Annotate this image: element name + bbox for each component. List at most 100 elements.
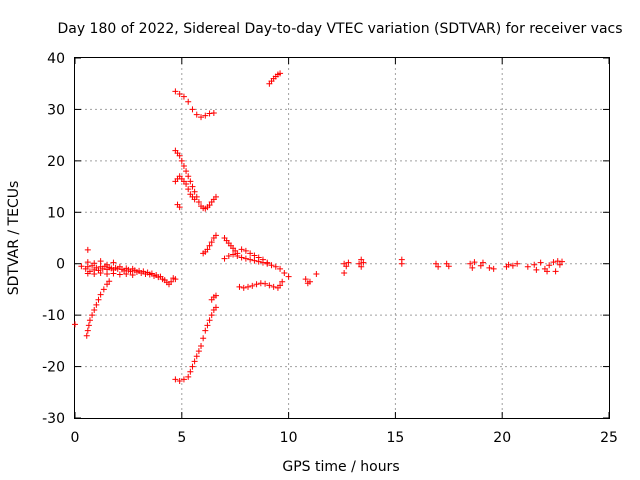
- data-point: [556, 261, 563, 268]
- data-point: [262, 280, 269, 287]
- x-tick-label: 20: [493, 430, 511, 446]
- data-point: [180, 376, 187, 383]
- data-point: [200, 335, 207, 342]
- data-point: [345, 259, 352, 266]
- data-point: [212, 232, 219, 239]
- data-point: [554, 258, 561, 265]
- data-point: [279, 278, 286, 285]
- data-point: [206, 202, 213, 209]
- series-rising-fragment: [200, 232, 219, 257]
- axis-ticks: 0 5 10 15 20 25 -30 -20 -10 0 10 20 30 40: [42, 51, 618, 446]
- data-point: [85, 322, 92, 329]
- data-point: [168, 278, 175, 285]
- data-point: [486, 264, 493, 271]
- data-point: [537, 259, 544, 266]
- plot-frame: [74, 57, 610, 419]
- data-point: [123, 271, 130, 277]
- series-upper-right-fragment: [266, 70, 284, 87]
- data-point: [212, 304, 219, 311]
- data-point: [247, 250, 254, 257]
- data-point: [509, 262, 516, 269]
- data-point: [552, 268, 559, 275]
- data-point: [195, 199, 202, 205]
- data-point: [172, 276, 179, 283]
- grid: [75, 58, 609, 418]
- data-point: [469, 264, 476, 271]
- data-point: [106, 278, 113, 285]
- data-point: [97, 291, 104, 298]
- data-point: [110, 270, 117, 277]
- data-point: [212, 193, 219, 200]
- data-point: [189, 106, 196, 113]
- data-point: [185, 373, 192, 380]
- data-point: [185, 173, 192, 180]
- data-point: [238, 254, 245, 261]
- data-point: [230, 251, 237, 258]
- data-point: [180, 163, 187, 169]
- data-point: [104, 271, 111, 277]
- data-point: [277, 70, 284, 77]
- data-point: [187, 368, 194, 375]
- series-post-7h-cluster: [221, 235, 292, 280]
- data-point: [559, 258, 566, 265]
- data-point: [266, 282, 273, 289]
- data-point: [490, 265, 497, 272]
- data-point: [180, 93, 187, 100]
- x-tick-label: 10: [280, 430, 298, 446]
- data-point: [208, 312, 215, 319]
- x-tick-label: 15: [386, 430, 404, 446]
- series-baseline-cluster-1: [78, 258, 179, 288]
- data-point: [302, 276, 309, 283]
- data-point: [204, 322, 211, 329]
- data-point: [100, 286, 107, 293]
- data-point: [176, 152, 183, 159]
- data-point: [285, 273, 292, 280]
- data-point: [191, 358, 198, 365]
- data-point: [202, 112, 209, 119]
- data-point: [270, 283, 277, 290]
- data-point: [546, 262, 553, 269]
- data-point: [104, 281, 111, 288]
- data-point: [183, 168, 190, 175]
- data-point: [255, 254, 262, 261]
- y-tick-label: 10: [47, 205, 65, 221]
- data-point: [172, 376, 179, 383]
- data-point: [95, 296, 102, 303]
- data-point: [343, 263, 350, 270]
- data-point: [544, 268, 551, 275]
- data-point: [204, 246, 211, 253]
- data-point: [524, 263, 531, 270]
- x-tick-label: 25: [600, 430, 618, 446]
- data-point: [221, 255, 228, 262]
- data-point: [206, 317, 213, 324]
- data-point: [477, 262, 484, 269]
- data-point: [360, 259, 367, 266]
- data-point: [91, 260, 98, 267]
- data-point: [72, 321, 78, 328]
- data-point: [435, 263, 442, 270]
- data-point: [183, 181, 190, 187]
- data-point: [191, 196, 198, 203]
- data-point: [202, 327, 209, 334]
- data-point: [78, 263, 85, 270]
- data-point: [193, 111, 200, 118]
- data-point: [193, 353, 200, 360]
- data-point: [514, 260, 521, 267]
- data-point: [247, 256, 254, 263]
- data-point: [249, 282, 256, 289]
- data-point: [110, 259, 117, 266]
- series-middle-arc: [172, 173, 198, 211]
- data-point: [306, 278, 313, 285]
- data-point: [206, 110, 213, 117]
- series-descending-low-band: [236, 278, 286, 291]
- data-point: [91, 307, 98, 313]
- data-point: [212, 292, 219, 299]
- data-point: [236, 283, 243, 290]
- data-point: [264, 259, 271, 266]
- y-axis-label: SDTVAR / TECUs: [6, 181, 22, 296]
- data-point: [129, 272, 136, 279]
- data-point: [398, 256, 405, 263]
- y-tick-label: -20: [42, 360, 65, 376]
- data-point: [208, 239, 215, 246]
- data-point: [178, 157, 185, 164]
